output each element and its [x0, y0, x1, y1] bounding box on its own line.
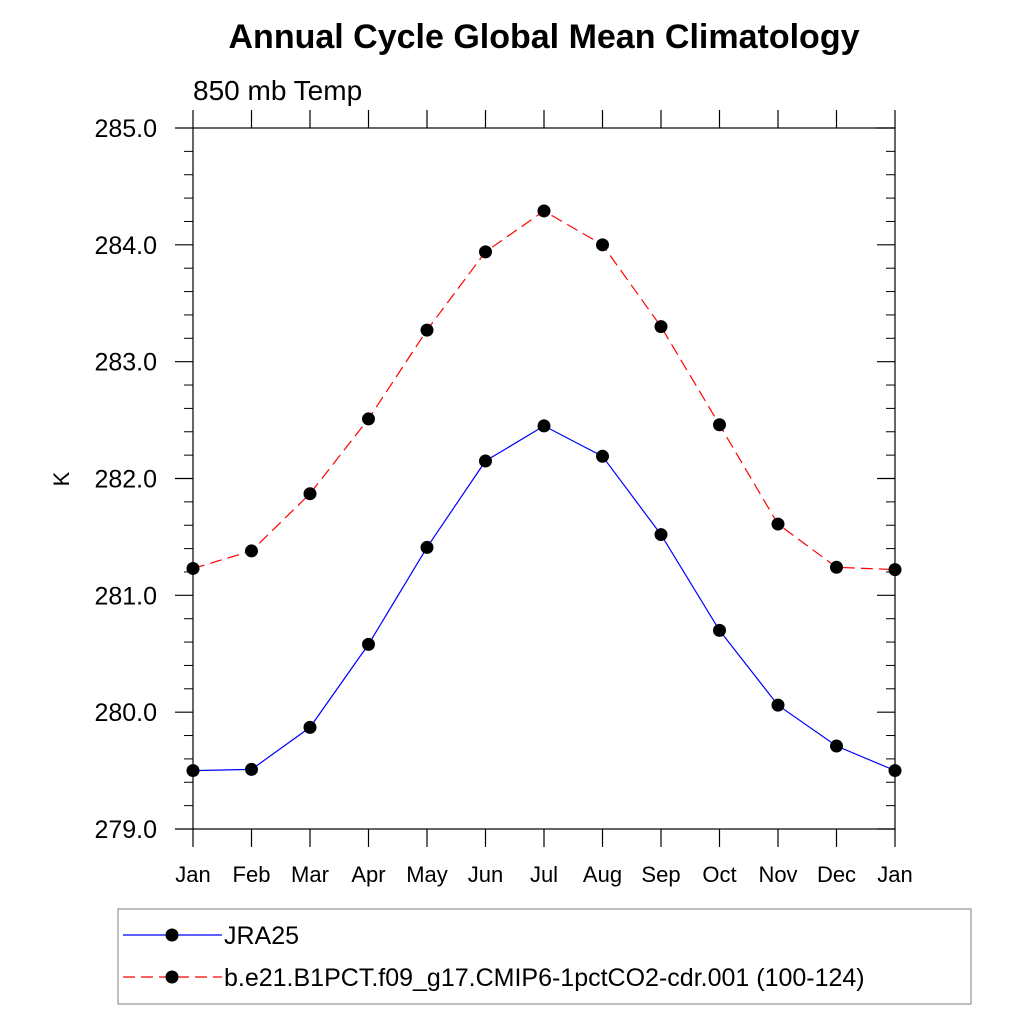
x-tick-label: Dec	[817, 862, 856, 887]
series-0-point	[186, 764, 200, 778]
series-1-point	[362, 412, 375, 426]
x-tick-label: Nov	[758, 862, 797, 887]
x-tick-label: Jul	[530, 862, 558, 887]
series-line-0	[192, 425, 896, 772]
legend-marker-1	[165, 970, 179, 984]
series-0-point	[888, 764, 902, 778]
y-tick-label: 280.0	[94, 699, 157, 727]
series-line-1	[192, 210, 896, 571]
chart-title: Annual Cycle Global Mean Climatology	[229, 18, 860, 56]
series-0-point	[713, 623, 726, 637]
series-0-point	[420, 540, 434, 554]
series-1-point	[654, 320, 668, 334]
series-1-point	[420, 323, 434, 337]
y-tick-label: 285.0	[94, 115, 157, 143]
legend-box	[117, 908, 972, 1005]
series-0-point	[596, 449, 609, 463]
series-1-point	[888, 563, 902, 577]
axis-ticks	[175, 110, 896, 847]
x-tick-labels: Jan Feb Mar Apr May Jun Jul Aug Sep Oct Nov Dec Jan	[175, 862, 912, 887]
legend-label-1: b.e21.B1PCT.f09_g17.CMIP6-1pctCO2-cdr.00…	[224, 964, 865, 992]
legend: JRA25 b.e21.B1PCT.f09_g17.CMIP6-1pctCO2-c…	[117, 908, 972, 1005]
series-1-point	[713, 418, 726, 432]
x-tick-label: Aug	[583, 862, 622, 887]
plot-frame	[192, 127, 896, 830]
y-axis-label: K	[49, 471, 74, 486]
series-1-point	[303, 487, 317, 501]
y-tick-label: 279.0	[94, 816, 157, 844]
series-0-point	[245, 762, 258, 776]
chart-subtitle: 850 mb Temp	[193, 75, 362, 106]
x-tick-label: Apr	[351, 862, 385, 887]
x-tick-label: May	[406, 862, 448, 887]
y-tick-label: 284.0	[94, 232, 157, 260]
x-tick-label: Jun	[468, 862, 503, 887]
x-tick-label: Mar	[291, 862, 329, 887]
x-tick-label: Oct	[702, 862, 736, 887]
x-tick-label: Jan	[877, 862, 912, 887]
series-0-point	[537, 419, 551, 433]
y-tick-label: 281.0	[94, 582, 157, 610]
x-tick-label: Jan	[175, 862, 210, 887]
series-0-point	[303, 720, 317, 734]
series-1-point	[245, 544, 258, 558]
y-tick-label: 283.0	[94, 349, 157, 377]
series-layer	[186, 204, 902, 778]
series-1-point	[186, 561, 200, 575]
x-tick-label: Sep	[641, 862, 680, 887]
series-1-point	[830, 560, 843, 574]
legend-label-0: JRA25	[224, 922, 299, 950]
series-0-point	[479, 454, 492, 468]
series-0-point	[654, 528, 668, 542]
y-tick-labels: 279.0 280.0 281.0 282.0 283.0 284.0 285.0	[94, 115, 157, 844]
y-tick-label: 282.0	[94, 466, 157, 494]
series-1-point	[537, 204, 551, 218]
series-0-point	[362, 637, 375, 651]
series-1-point	[596, 238, 609, 252]
series-1-point	[479, 245, 492, 259]
legend-marker-0	[165, 928, 179, 942]
series-0-point	[771, 698, 785, 712]
series-0-point	[830, 739, 843, 753]
series-1-point	[771, 517, 785, 531]
x-tick-label: Feb	[233, 862, 271, 887]
